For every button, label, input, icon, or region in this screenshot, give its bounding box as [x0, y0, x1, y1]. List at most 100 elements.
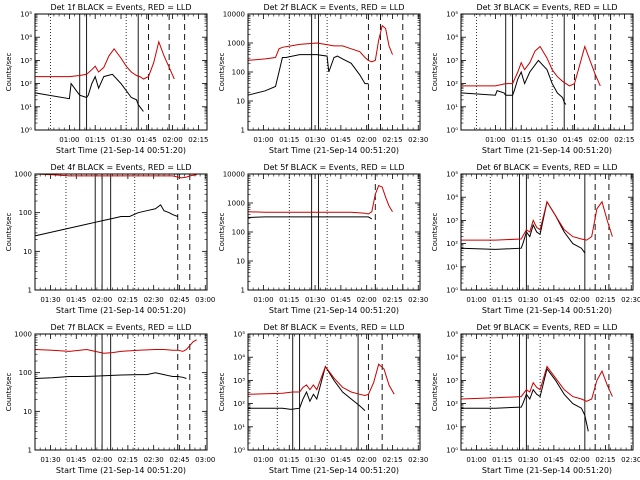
y-tick-label: 10³: [446, 57, 458, 65]
series-events-line: [247, 216, 373, 220]
x-tick-label: 01:45: [331, 136, 351, 144]
y-tick-label: 10⁵: [446, 331, 458, 339]
x-tick-label: 02:00: [589, 136, 609, 144]
y-tick-label: 10²: [20, 80, 32, 88]
x-tick-label: 01:15: [492, 296, 512, 304]
x-tick-label: 01:15: [279, 296, 299, 304]
y-tick-label: 1: [28, 447, 32, 455]
x-tick-label: 02:30: [621, 296, 640, 304]
x-tick-label: 01:00: [59, 136, 79, 144]
x-axis-label: Start Time (21-Sep-14 00:51:20): [482, 466, 612, 475]
panel-det-9: Det 9f BLACK = Events, RED = LLD Counts/s…: [431, 323, 640, 475]
y-tick-label: 10⁴: [233, 354, 245, 362]
series-events-line: [34, 204, 178, 237]
x-tick-label: 01:30: [518, 296, 538, 304]
x-tick-label: 01:00: [466, 456, 486, 464]
y-tick-label: 10⁴: [446, 194, 458, 202]
y-tick-label: 10000: [223, 171, 245, 179]
series-events-line: [460, 59, 567, 105]
y-tick-label: 1000: [14, 171, 32, 179]
series-lld-line: [461, 200, 613, 241]
y-tick-label: 10⁵: [233, 331, 245, 339]
x-tick-label: 02:15: [382, 296, 402, 304]
series-lld-line: [34, 173, 197, 179]
x-tick-label: 01:30: [40, 456, 60, 464]
plot-frame: [460, 13, 634, 131]
series-lld-line: [461, 44, 601, 87]
x-tick-label: 01:15: [279, 456, 299, 464]
x-tick-label: 01:00: [485, 136, 505, 144]
x-axis-label: Start Time (21-Sep-14 00:51:20): [269, 146, 399, 155]
plot-frame: [460, 333, 634, 451]
series-lld-line: [35, 40, 175, 80]
plot-frame: [34, 333, 208, 451]
x-tick-label: 01:00: [253, 456, 273, 464]
x-tick-label: 01:30: [111, 136, 131, 144]
y-axis-label: Counts/sec: [5, 373, 13, 412]
y-tick-label: 10¹: [446, 103, 458, 111]
x-tick-label: 01:30: [305, 136, 325, 144]
y-tick-label: 1000: [14, 331, 32, 339]
y-tick-label: 1: [28, 287, 32, 295]
x-tick-label: 01:45: [331, 296, 351, 304]
x-tick-label: 02:00: [570, 296, 590, 304]
series-events-line: [461, 367, 589, 432]
series-lld-line: [34, 339, 197, 354]
y-tick-label: 10⁵: [20, 11, 32, 19]
y-tick-label: 10⁴: [446, 34, 458, 42]
x-tick-label: 01:00: [466, 296, 486, 304]
x-axis-label: Start Time (21-Sep-14 00:51:20): [56, 146, 186, 155]
y-axis-label: Counts/sec: [431, 213, 439, 252]
panel-det-1: Det 1f BLACK = Events, RED = LLD Counts/s…: [5, 3, 208, 155]
x-tick-label: 03:00: [195, 296, 215, 304]
y-tick-label: 10¹: [20, 103, 32, 111]
y-tick-label: 10⁴: [446, 354, 458, 362]
x-tick-label: 01:00: [253, 136, 273, 144]
y-tick-label: 10³: [20, 57, 32, 65]
y-tick-label: 10000: [223, 11, 245, 19]
series-lld-line: [247, 184, 393, 215]
y-tick-label: 10: [23, 248, 32, 256]
y-tick-label: 10⁰: [446, 127, 458, 135]
y-tick-label: 10³: [233, 377, 245, 385]
x-tick-label: 02:00: [92, 296, 112, 304]
y-axis-label: Counts/sec: [431, 53, 439, 92]
y-tick-label: 10⁴: [20, 34, 32, 42]
series-lld-line: [460, 365, 613, 402]
x-tick-label: 02:00: [163, 136, 183, 144]
y-tick-label: 10³: [446, 217, 458, 225]
series-lld-line: [247, 363, 395, 397]
x-axis-label: Start Time (21-Sep-14 00:51:20): [56, 306, 186, 315]
panel-title: Det 3f BLACK = Events, RED = LLD: [476, 3, 617, 12]
x-tick-label: 02:15: [595, 456, 615, 464]
x-tick-label: 02:45: [169, 296, 189, 304]
x-tick-label: 01:30: [305, 456, 325, 464]
y-axis-label: Counts/sec: [218, 213, 226, 252]
y-tick-label: 1: [241, 127, 245, 135]
y-tick-label: 10⁰: [446, 287, 458, 295]
x-tick-label: 01:45: [544, 296, 564, 304]
x-tick-label: 01:45: [137, 136, 157, 144]
plot-frame: [34, 13, 208, 131]
x-axis-label: Start Time (21-Sep-14 00:51:20): [482, 146, 612, 155]
x-tick-label: 01:15: [85, 136, 105, 144]
series-events-line: [460, 200, 586, 254]
series-events-line: [247, 54, 369, 96]
x-axis-label: Start Time (21-Sep-14 00:51:20): [269, 466, 399, 475]
y-tick-label: 10⁰: [20, 127, 32, 135]
y-tick-label: 10⁵: [446, 171, 458, 179]
plot-frame: [247, 173, 421, 291]
x-tick-label: 02:00: [357, 456, 377, 464]
y-tick-label: 100: [19, 369, 32, 377]
x-axis-label: Start Time (21-Sep-14 00:51:20): [482, 306, 612, 315]
y-axis-label: Counts/sec: [5, 213, 13, 252]
x-tick-label: 01:15: [279, 136, 299, 144]
panel-title: Det 4f BLACK = Events, RED = LLD: [50, 163, 191, 172]
x-tick-label: 02:00: [92, 456, 112, 464]
y-tick-label: 10¹: [233, 423, 245, 431]
x-tick-label: 02:30: [408, 136, 428, 144]
x-tick-label: 02:30: [408, 456, 428, 464]
x-tick-label: 02:00: [357, 296, 377, 304]
x-tick-label: 02:30: [144, 296, 164, 304]
